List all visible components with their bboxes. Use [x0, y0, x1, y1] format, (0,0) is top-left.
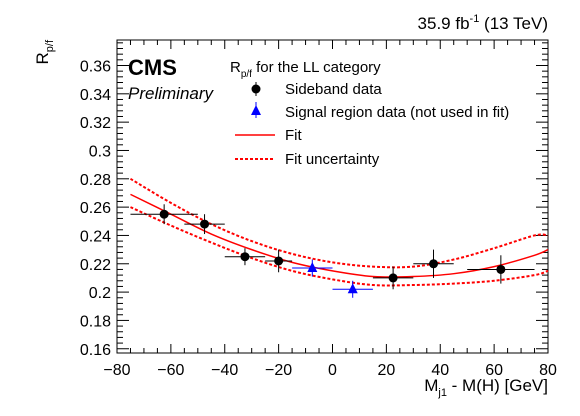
sideband-data-point [274, 256, 284, 266]
cms-label: CMS [128, 55, 177, 80]
y-tick-label: 0.18 [80, 313, 111, 330]
y-tick-label: 0.16 [80, 342, 111, 359]
x-tick-label: −20 [265, 362, 292, 379]
x-tick-label: 60 [485, 362, 503, 379]
x-tick-label: 40 [431, 362, 449, 379]
legend: Rp/f for the LL category Sideband data S… [230, 59, 509, 168]
y-tick-labels: 0.16 0.18 0.2 0.22 0.24 0.26 0.28 0.3 0.32 0.34 0.… [80, 58, 111, 358]
legend-label-fit-uncertainty: Fit uncertainty [285, 151, 380, 168]
fit-uncertainty-lower [130, 206, 549, 287]
fit-line [130, 193, 549, 278]
data-points [130, 204, 535, 298]
x-tick-label: −80 [103, 362, 130, 379]
sideband-data-point [496, 264, 506, 274]
sideband-data-point [200, 219, 210, 229]
fit-uncertainty-upper [129, 177, 549, 269]
x-tick-label: 0 [328, 362, 337, 379]
x-axis-title: Mj1 - M(H) [GeV] [424, 376, 548, 399]
x-tick-labels: −80 −60 −40 −20 0 20 40 60 80 [103, 362, 557, 379]
y-tick-label: 0.3 [89, 143, 111, 160]
y-axis-title: Rp/f [33, 39, 56, 64]
legend-label-sideband: Sideband data [285, 81, 382, 98]
legend-label-fit: Fit [285, 127, 302, 144]
lumi-label: 35.9 fb-1 (13 TeV) [418, 13, 548, 33]
legend-label-signal: Signal region data (not used in fit) [285, 104, 509, 121]
sideband-data-point [159, 209, 169, 219]
y-tick-label: 0.26 [80, 200, 111, 217]
y-tick-label: 0.34 [80, 87, 111, 104]
y-tick-label: 0.36 [80, 58, 111, 75]
y-tick-label: 0.22 [80, 257, 111, 274]
y-tick-label: 0.32 [80, 115, 111, 132]
legend-title: Rp/f for the LL category [230, 59, 381, 80]
sideband-data-point [429, 259, 439, 269]
x-tick-label: 20 [377, 362, 395, 379]
y-tick-label: 0.2 [89, 285, 111, 302]
axis-ticks [116, 40, 549, 353]
sideband-data-point [240, 252, 250, 262]
signal-region-data-point [307, 262, 318, 273]
y-tick-label: 0.24 [80, 228, 111, 245]
x-tick-label: 80 [539, 362, 557, 379]
x-tick-label: −60 [157, 362, 184, 379]
fit-curve [130, 193, 549, 278]
y-tick-label: 0.28 [80, 172, 111, 189]
x-tick-label: −40 [211, 362, 238, 379]
signal-region-data-point [347, 283, 358, 294]
preliminary-label: Preliminary [128, 84, 215, 103]
sideband-data-point [388, 273, 398, 283]
